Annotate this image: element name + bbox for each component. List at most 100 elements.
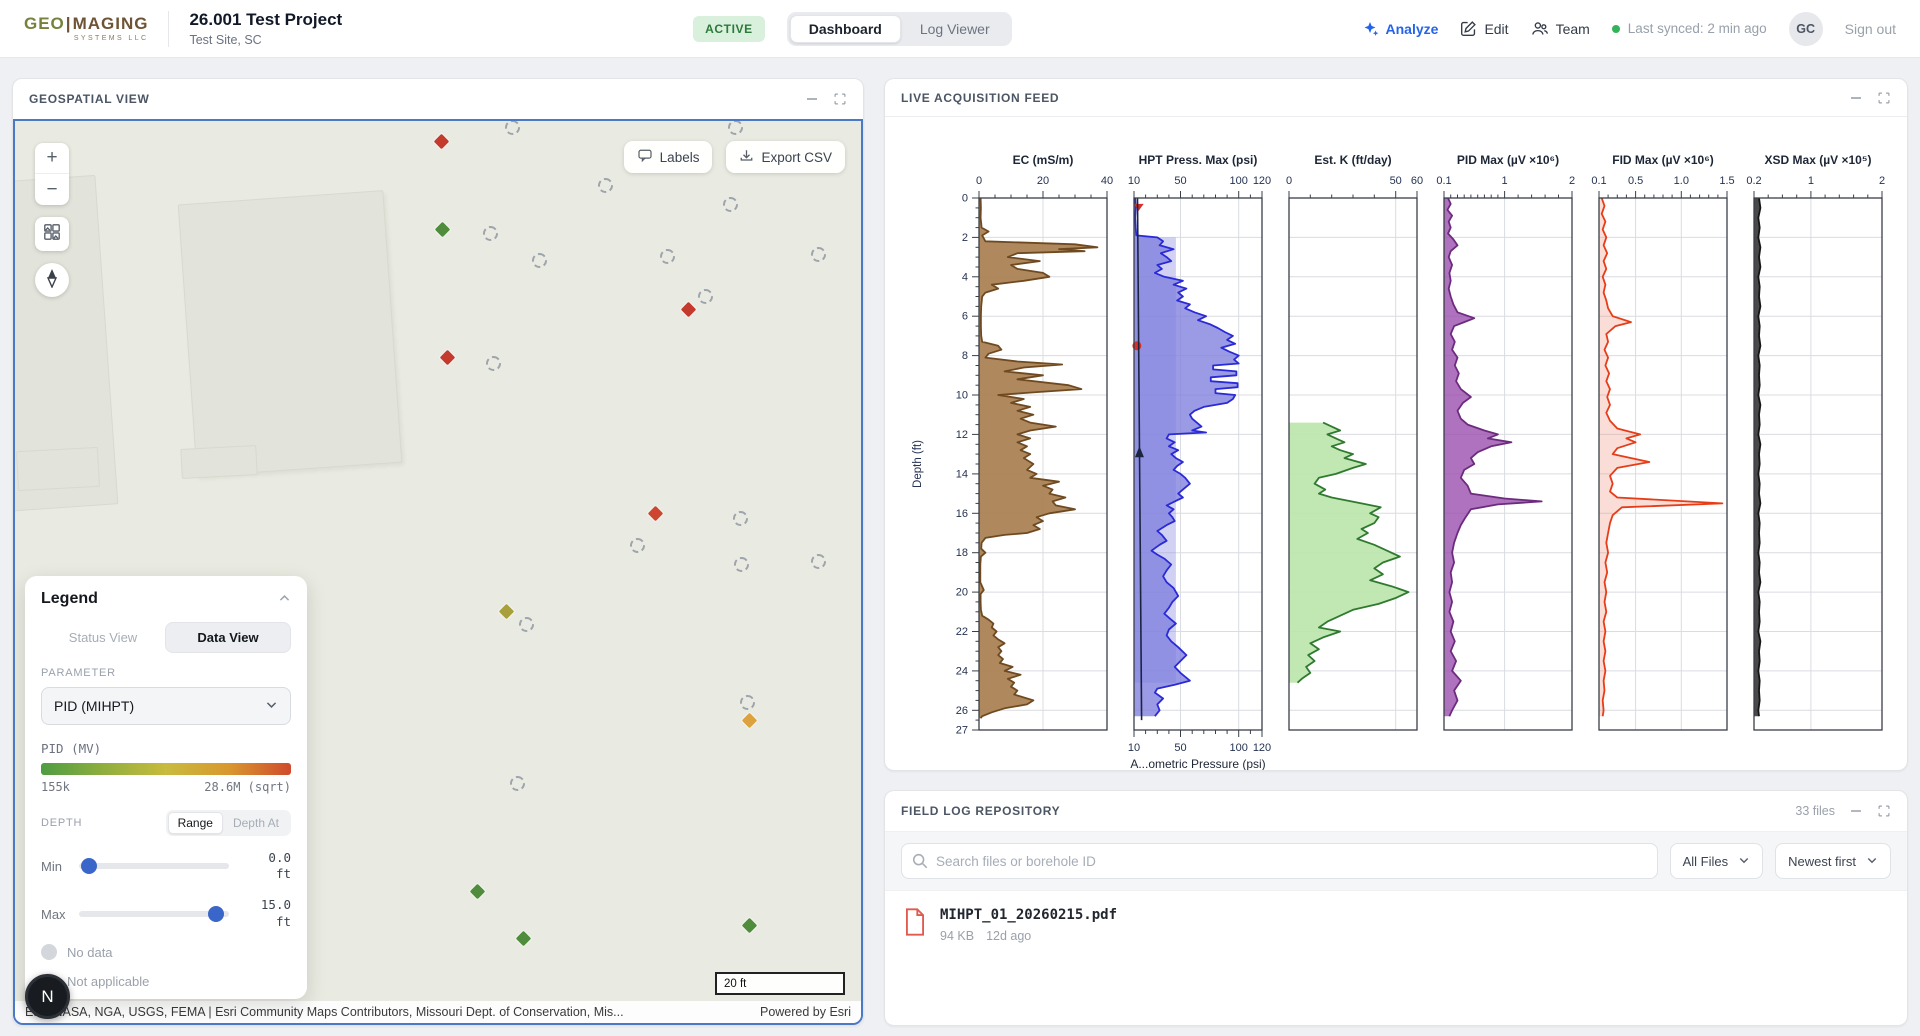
borehole-pending-marker[interactable]	[723, 197, 738, 212]
borehole-pending-marker[interactable]	[660, 249, 675, 264]
building-footprint	[180, 445, 258, 479]
acquisition-panel-title: LIVE ACQUISITION FEED	[901, 90, 1060, 105]
logo-text-geo: GEO	[24, 14, 65, 33]
borehole-data-marker[interactable]	[680, 301, 697, 318]
borehole-pending-marker[interactable]	[519, 617, 534, 632]
legend-view-tabs: Status View Data View	[41, 621, 291, 653]
mode-range[interactable]: Range	[167, 811, 223, 834]
borehole-pending-marker[interactable]	[486, 356, 501, 371]
minimize-icon[interactable]	[1849, 804, 1863, 818]
borehole-pending-marker[interactable]	[598, 178, 613, 193]
tab-data-view[interactable]: Data View	[165, 621, 291, 653]
borehole-pending-marker[interactable]	[728, 121, 743, 135]
tab-status-view[interactable]: Status View	[68, 629, 138, 645]
edit-button[interactable]: Edit	[1460, 20, 1509, 37]
min-depth-slider[interactable]	[79, 858, 229, 875]
expand-icon[interactable]	[833, 92, 847, 106]
label-bubble-icon	[637, 148, 653, 166]
svg-text:40: 40	[1101, 175, 1113, 187]
borehole-data-marker[interactable]	[433, 133, 450, 150]
svg-text:0: 0	[1286, 175, 1292, 187]
svg-text:16: 16	[956, 508, 968, 520]
repository-panel-title: FIELD LOG REPOSITORY	[901, 804, 1061, 818]
expand-icon[interactable]	[1877, 91, 1891, 105]
svg-text:50: 50	[1390, 175, 1402, 187]
borehole-pending-marker[interactable]	[734, 557, 749, 572]
mode-depth-at[interactable]: Depth At	[232, 815, 279, 830]
borehole-data-marker[interactable]	[469, 883, 486, 900]
svg-text:Est. K (ft/day): Est. K (ft/day)	[1314, 153, 1391, 167]
logo-text-maging: MAGING	[72, 14, 149, 33]
building-footprint	[16, 446, 100, 492]
file-size: 94 KB	[940, 929, 975, 943]
sign-out-button[interactable]: Sign out	[1844, 20, 1897, 37]
minimize-icon[interactable]	[805, 92, 819, 106]
svg-text:1.5: 1.5	[1719, 175, 1734, 187]
svg-text:20: 20	[1037, 175, 1049, 187]
compass-button[interactable]	[35, 263, 69, 297]
borehole-pending-marker[interactable]	[740, 695, 755, 710]
borehole-pending-marker[interactable]	[811, 247, 826, 262]
borehole-data-marker[interactable]	[439, 349, 456, 366]
svg-text:6: 6	[962, 311, 968, 323]
borehole-data-marker[interactable]	[434, 221, 451, 238]
acquisition-panel: LIVE ACQUISITION FEED EC (mS/m) 0 20 40 0 2 4 6…	[884, 78, 1908, 771]
compass-icon	[44, 268, 60, 293]
svg-text:2: 2	[1879, 175, 1885, 187]
map-canvas[interactable]: + − Labels Export CSV Legend	[13, 119, 863, 1025]
zoom-control: + −	[35, 143, 69, 205]
borehole-pending-marker[interactable]	[811, 554, 826, 569]
borehole-pending-marker[interactable]	[630, 538, 645, 553]
sort-order-select[interactable]: Newest first	[1775, 843, 1891, 879]
borehole-data-marker[interactable]	[498, 603, 515, 620]
max-slider-thumb[interactable]	[207, 906, 224, 923]
min-slider-thumb[interactable]	[81, 858, 97, 875]
chevron-up-icon[interactable]	[278, 592, 291, 605]
file-type-filter[interactable]: All Files	[1669, 843, 1764, 879]
acquisition-charts: EC (mS/m) 0 20 40 0 2 4 6 8 10 12 14 16 18 20 22 24 26 27 D…	[885, 117, 1907, 775]
search-input[interactable]	[901, 843, 1658, 879]
borehole-pending-marker[interactable]	[733, 511, 748, 526]
svg-text:22: 22	[956, 626, 968, 638]
svg-text:27: 27	[956, 725, 968, 737]
zoom-in-button[interactable]: +	[35, 143, 69, 174]
pid-color-gradient	[41, 762, 291, 775]
svg-text:2: 2	[962, 232, 968, 244]
borehole-pending-marker[interactable]	[532, 253, 547, 268]
svg-text:8: 8	[962, 350, 968, 362]
export-button-label: Export CSV	[761, 149, 832, 165]
logo-subtitle: SYSTEMS LLC	[73, 35, 149, 42]
zoom-out-button[interactable]: −	[46, 178, 58, 200]
borehole-pending-marker[interactable]	[698, 289, 713, 304]
basemap-button[interactable]	[35, 217, 69, 251]
depth-unit: ft	[275, 914, 291, 930]
borehole-data-marker[interactable]	[647, 505, 664, 522]
borehole-data-marker[interactable]	[515, 930, 532, 947]
north-reset-button[interactable]: N	[25, 974, 70, 1019]
file-age: 12d ago	[986, 929, 1032, 943]
expand-icon[interactable]	[1877, 804, 1891, 818]
file-row[interactable]: MIHPT_01_20260215.pdf 94 KB 12d ago	[885, 891, 1907, 959]
borehole-pending-marker[interactable]	[510, 776, 525, 791]
labels-toggle-button[interactable]: Labels	[623, 141, 713, 173]
tab-log-viewer[interactable]: Log Viewer	[919, 20, 990, 37]
tab-dashboard[interactable]: Dashboard	[789, 14, 901, 43]
not-applicable-label: Not applicable	[67, 973, 150, 989]
status-badge: ACTIVE	[693, 15, 765, 42]
parameter-select[interactable]: PID (MIHPT)	[41, 686, 291, 725]
borehole-pending-marker[interactable]	[483, 226, 498, 241]
export-csv-button[interactable]: Export CSV	[726, 141, 845, 173]
borehole-pending-marker[interactable]	[505, 121, 520, 135]
team-button[interactable]: Team	[1531, 20, 1590, 37]
scale-max-value: 28.6M (sqrt)	[204, 779, 291, 794]
sparkle-icon	[1363, 21, 1379, 37]
no-data-label: No data	[67, 944, 113, 960]
svg-text:10: 10	[1128, 742, 1140, 754]
avatar[interactable]: GC	[1788, 11, 1823, 46]
analyze-button[interactable]: Analyze	[1363, 21, 1438, 37]
minimize-icon[interactable]	[1849, 91, 1863, 105]
max-slider-label: Max	[41, 906, 66, 922]
borehole-data-marker[interactable]	[741, 712, 758, 729]
borehole-data-marker[interactable]	[741, 917, 758, 934]
max-depth-slider[interactable]	[79, 906, 229, 923]
